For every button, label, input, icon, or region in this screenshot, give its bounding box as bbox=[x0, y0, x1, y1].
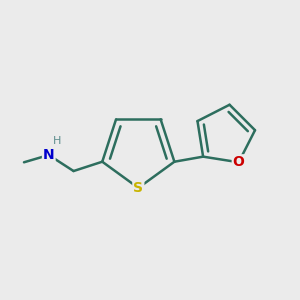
Text: S: S bbox=[133, 181, 143, 195]
Text: N: N bbox=[43, 148, 55, 162]
Text: H: H bbox=[53, 136, 61, 146]
Text: O: O bbox=[233, 155, 244, 169]
